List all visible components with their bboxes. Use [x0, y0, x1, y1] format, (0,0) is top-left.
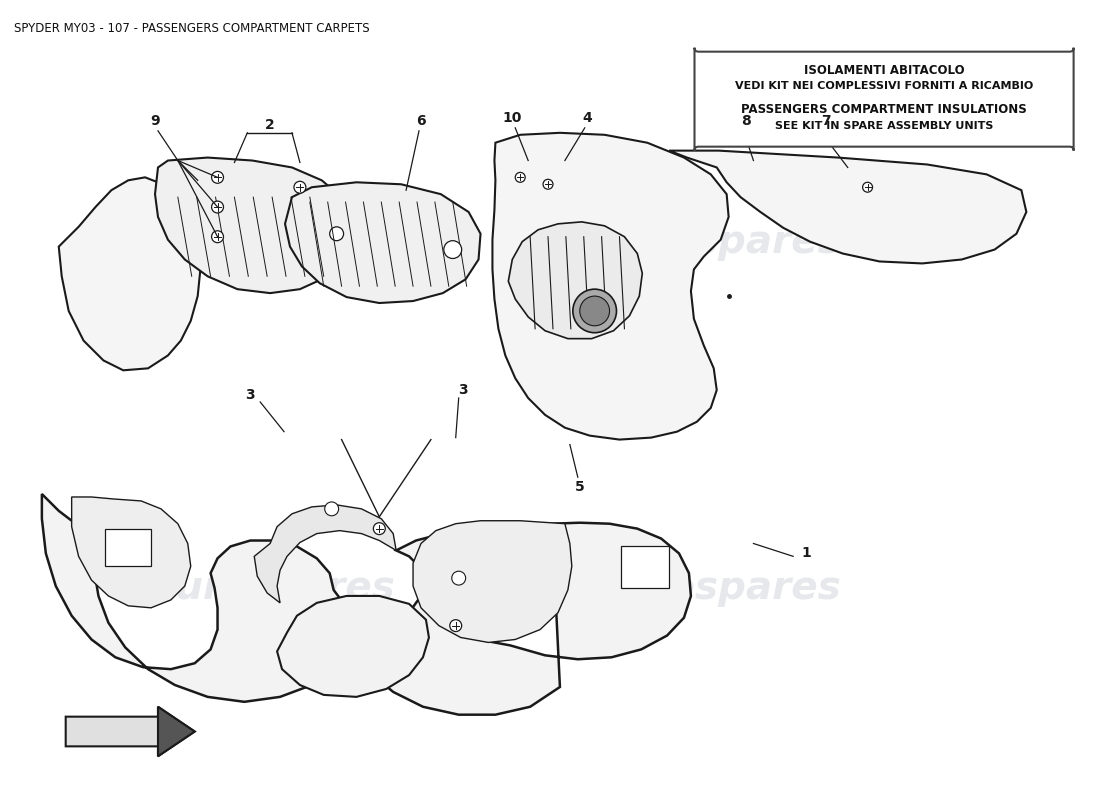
Polygon shape: [277, 596, 429, 697]
Circle shape: [373, 522, 385, 534]
Circle shape: [452, 571, 465, 585]
Polygon shape: [412, 521, 572, 642]
Text: SPYDER MY03 - 107 - PASSENGERS COMPARTMENT CARPETS: SPYDER MY03 - 107 - PASSENGERS COMPARTME…: [14, 22, 370, 35]
Text: 2: 2: [265, 118, 275, 132]
Polygon shape: [72, 497, 190, 608]
Text: eurospares: eurospares: [596, 569, 842, 607]
Text: 8: 8: [741, 114, 751, 128]
Text: 4: 4: [583, 111, 593, 125]
Polygon shape: [254, 505, 396, 603]
Text: ISOLAMENTI ABITACOLO: ISOLAMENTI ABITACOLO: [804, 63, 965, 77]
Circle shape: [580, 296, 609, 326]
Text: 7: 7: [821, 114, 830, 128]
Polygon shape: [285, 182, 481, 303]
Polygon shape: [66, 706, 195, 756]
Text: 6: 6: [416, 114, 426, 128]
Circle shape: [443, 241, 462, 258]
Circle shape: [330, 227, 343, 241]
Polygon shape: [621, 546, 669, 588]
Circle shape: [543, 179, 553, 190]
Polygon shape: [508, 222, 642, 338]
Text: 3: 3: [245, 388, 255, 402]
Text: 1: 1: [801, 546, 811, 560]
Text: 5: 5: [575, 480, 584, 494]
Text: eurospares: eurospares: [150, 222, 395, 261]
Circle shape: [211, 171, 223, 183]
Circle shape: [211, 201, 223, 213]
Polygon shape: [58, 178, 200, 370]
Text: SEE KIT IN SPARE ASSEMBLY UNITS: SEE KIT IN SPARE ASSEMBLY UNITS: [774, 121, 993, 131]
Circle shape: [211, 230, 223, 242]
Text: eurospares: eurospares: [150, 569, 395, 607]
Text: eurospares: eurospares: [596, 222, 842, 261]
Polygon shape: [158, 706, 195, 756]
Polygon shape: [669, 150, 1026, 263]
Text: 3: 3: [458, 383, 468, 397]
Polygon shape: [106, 529, 151, 566]
Polygon shape: [42, 494, 691, 714]
Circle shape: [324, 502, 339, 516]
Circle shape: [573, 289, 616, 333]
Polygon shape: [493, 133, 728, 439]
FancyBboxPatch shape: [694, 48, 1074, 150]
Circle shape: [515, 172, 525, 182]
Circle shape: [450, 620, 462, 631]
Text: PASSENGERS COMPARTMENT INSULATIONS: PASSENGERS COMPARTMENT INSULATIONS: [741, 103, 1027, 116]
Polygon shape: [155, 158, 352, 293]
Text: 9: 9: [151, 114, 160, 128]
Text: 10: 10: [503, 111, 522, 125]
Circle shape: [294, 182, 306, 193]
Text: VEDI KIT NEI COMPLESSIVI FORNITI A RICAMBIO: VEDI KIT NEI COMPLESSIVI FORNITI A RICAM…: [735, 82, 1033, 91]
Circle shape: [862, 182, 872, 192]
